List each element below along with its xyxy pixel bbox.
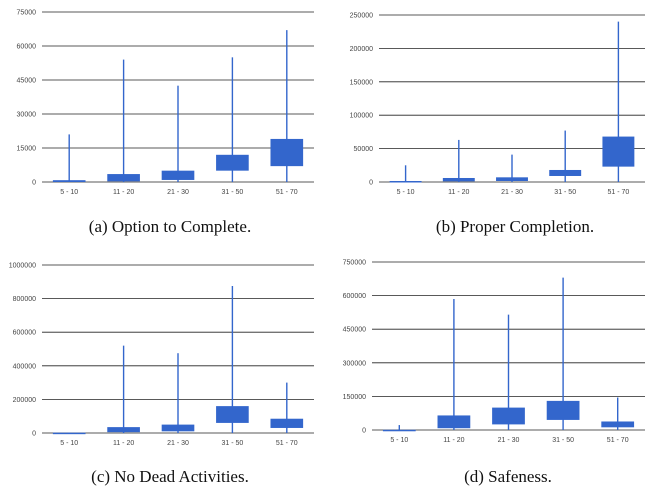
y-tick-label: 150000: [350, 79, 373, 86]
box: [601, 421, 635, 428]
y-tick-label: 50000: [354, 146, 374, 153]
x-tick-label: 51 - 70: [276, 189, 298, 196]
chart-a: 0 15000 30000 45000 60000 75000 5 - 10 11 - 20 2…: [17, 10, 314, 196]
y-tick-label: 15000: [17, 146, 37, 153]
x-tick-label: 11 - 20: [113, 440, 134, 447]
x-tick-label: 31 - 50: [552, 437, 574, 444]
y-tick-label: 750000: [343, 260, 366, 267]
box: [107, 174, 140, 182]
x-tick-label: 21 - 30: [498, 437, 520, 444]
x-tick-label: 5 - 10: [397, 189, 415, 196]
x-tick-label: 31 - 50: [222, 440, 244, 447]
y-tick-label: 0: [369, 180, 373, 187]
box: [442, 177, 475, 182]
box: [107, 427, 140, 433]
y-tick-label: 100000: [350, 113, 373, 120]
y-tick-label: 450000: [343, 327, 366, 334]
y-tick-label: 30000: [17, 112, 37, 119]
x-tick-label: 11 - 20: [443, 437, 464, 444]
x-tick-label: 5 - 10: [390, 437, 408, 444]
x-tick-label: 51 - 70: [276, 440, 298, 447]
y-tick-label: 0: [362, 428, 366, 435]
x-tick-label: 31 - 50: [554, 189, 576, 196]
y-tick-label: 300000: [343, 360, 366, 367]
y-tick-label: 250000: [350, 13, 373, 20]
box: [382, 429, 416, 432]
box: [270, 138, 304, 167]
caption-a: (a) Option to Complete.: [88, 217, 252, 236]
chart-c: 0 200000 400000 600000 800000 1000000 5 - 10 11…: [9, 263, 314, 447]
box: [496, 177, 528, 181]
y-tick-label: 45000: [17, 78, 37, 85]
x-tick-label: 21 - 30: [501, 189, 523, 196]
x-tick-label: 5 - 10: [60, 189, 78, 196]
y-tick-label: 600000: [343, 293, 366, 300]
x-tick-label: 21 - 30: [167, 440, 189, 447]
x-tick-label: 21 - 30: [167, 189, 189, 196]
box: [161, 170, 195, 180]
x-tick-label: 11 - 20: [448, 189, 469, 196]
box: [270, 418, 304, 428]
box: [546, 400, 580, 420]
y-tick-label: 600000: [13, 330, 36, 337]
box: [437, 415, 471, 429]
x-tick-label: 5 - 10: [60, 440, 78, 447]
x-tick-label: 51 - 70: [608, 189, 630, 196]
x-tick-label: 31 - 50: [222, 189, 244, 196]
x-tick-label: 11 - 20: [113, 189, 134, 196]
y-tick-label: 800000: [13, 296, 36, 303]
box: [52, 180, 86, 182]
box: [389, 180, 422, 183]
box: [549, 169, 582, 176]
box: [161, 424, 195, 432]
y-tick-label: 75000: [17, 10, 37, 17]
y-tick-label: 0: [32, 431, 36, 438]
box: [216, 406, 249, 423]
box: [216, 154, 249, 171]
y-tick-label: 200000: [350, 46, 373, 53]
y-tick-label: 200000: [13, 397, 36, 404]
box: [52, 432, 86, 435]
y-tick-label: 60000: [17, 44, 37, 51]
y-tick-label: 0: [32, 180, 36, 187]
x-tick-label: 51 - 70: [607, 437, 629, 444]
chart-d: 0 150000 300000 450000 600000 750000 5 - 10 11 …: [343, 260, 645, 444]
y-tick-label: 1000000: [9, 263, 36, 270]
caption-d: (d) Safeness.: [464, 467, 552, 486]
box: [602, 136, 635, 167]
box: [492, 407, 525, 425]
caption-c: (c) No Dead Activities.: [91, 467, 249, 486]
caption-b: (b) Proper Completion.: [435, 217, 595, 236]
chart-b: 0 50000 100000 150000 200000 250000 5 - 10 11 -…: [350, 13, 645, 196]
y-tick-label: 400000: [13, 363, 36, 370]
y-tick-label: 150000: [343, 394, 366, 401]
